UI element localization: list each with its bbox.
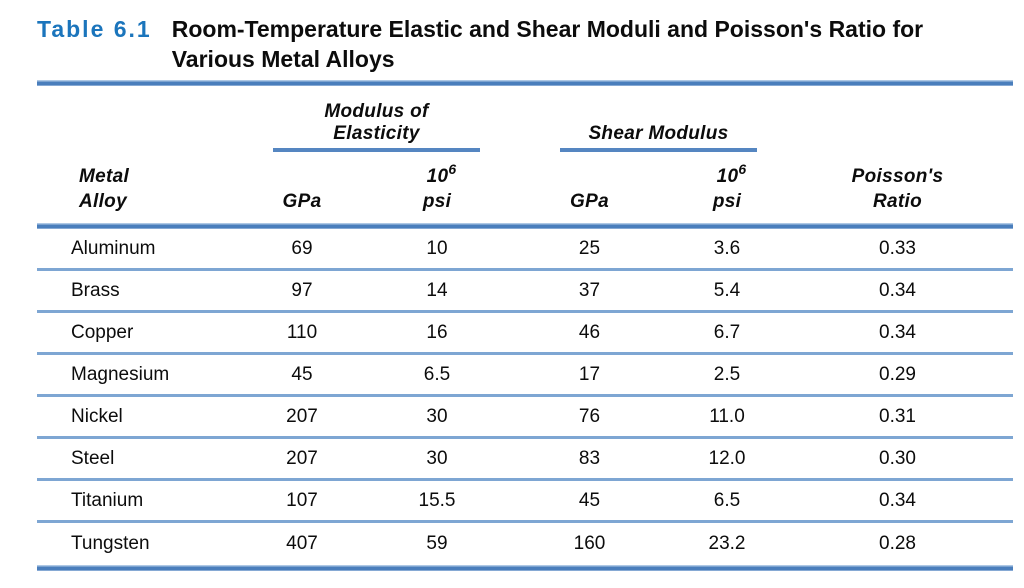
cell-shear-gpa: 37: [578, 279, 601, 301]
cell-elastic-gpa: 107: [286, 489, 318, 511]
column-header-elastic-psi: 106 psi: [367, 152, 507, 223]
group-header-spacer: [37, 92, 237, 152]
column-header-poisson: Poisson's Ratio: [782, 152, 1013, 223]
table-row: Magnesium 45 6.5 17 2.5 0.29: [37, 355, 1013, 397]
elastic-underline: Modulus of Elasticity: [273, 101, 480, 152]
elastic-psi-exp: 6: [448, 161, 457, 177]
cell-elastic-gpa: 45: [291, 363, 313, 385]
table-row: Steel 207 30 83 12.0 0.30: [37, 439, 1013, 481]
column-header-alloy: Metal Alloy: [37, 152, 237, 223]
cell-shear-psi: 12.0: [708, 447, 746, 469]
table-row: Brass 97 14 37 5.4 0.34: [37, 271, 1013, 313]
cell-alloy: Copper: [71, 321, 134, 343]
cell-poisson: 0.34: [879, 279, 916, 301]
cell-shear-psi: 23.2: [708, 533, 746, 554]
table-caption: Room-Temperature Elastic and Shear Modul…: [172, 14, 923, 74]
shear-psi-unit: 106: [672, 157, 782, 189]
elastic-header-line1: Modulus of: [324, 101, 429, 122]
cell-elastic-psi: 59: [426, 533, 448, 554]
cell-alloy: Aluminum: [71, 237, 156, 259]
table-caption-line1: Room-Temperature Elastic and Shear Modul…: [171, 16, 924, 42]
table-title: Table 6.1 Room-Temperature Elastic and S…: [37, 14, 1014, 74]
cell-shear-gpa: 46: [578, 321, 601, 343]
elastic-header-line2: Elasticity: [333, 123, 420, 144]
cell-shear-gpa: 17: [578, 363, 601, 385]
shear-psi-exp: 6: [738, 161, 747, 177]
table-body: Aluminum 69 10 25 3.6 0.33 Brass 97 14 3…: [37, 229, 1013, 565]
elastic-psi-label: psi: [422, 191, 452, 212]
alloy-header-line2: Alloy: [79, 191, 127, 212]
cell-poisson: 0.30: [879, 447, 916, 469]
cell-elastic-gpa: 69: [291, 237, 313, 259]
table-row: Copper 110 16 46 6.7 0.34: [37, 313, 1013, 355]
column-header-shear-gpa: GPa: [507, 152, 672, 223]
cell-shear-gpa: 160: [573, 533, 606, 554]
elastic-psi-base: 10: [426, 166, 449, 187]
cell-elastic-psi: 30: [426, 447, 448, 469]
cell-poisson: 0.31: [879, 405, 916, 427]
shear-underline: Shear Modulus: [560, 123, 757, 152]
cell-elastic-psi: 6.5: [423, 363, 451, 385]
group-header-row: Modulus of Elasticity Shear Modulus: [37, 86, 1013, 152]
cell-shear-gpa: 76: [578, 405, 601, 427]
column-header-elastic-gpa: GPa: [237, 152, 367, 223]
table-row: Nickel 207 30 76 11.0 0.31: [37, 397, 1013, 439]
cell-elastic-gpa: 407: [286, 533, 318, 554]
cell-poisson: 0.29: [879, 363, 916, 385]
cell-elastic-gpa: 207: [286, 405, 318, 427]
poisson-header-line1: Poisson's: [851, 166, 944, 187]
elastic-gpa-label: GPa: [282, 191, 322, 212]
cell-elastic-psi: 16: [426, 321, 448, 343]
cell-elastic-psi: 15.5: [418, 489, 456, 511]
cell-alloy: Titanium: [71, 489, 144, 511]
table-row: Aluminum 69 10 25 3.6 0.33: [37, 229, 1013, 271]
elastic-psi-unit: 106: [367, 157, 507, 189]
cell-elastic-gpa: 97: [291, 279, 313, 301]
data-table: Modulus of Elasticity Shear Modulus Meta…: [37, 80, 1013, 571]
column-header-shear-psi: 106 psi: [672, 152, 782, 223]
group-header-elastic: Modulus of Elasticity: [237, 92, 507, 152]
cell-shear-psi: 6.7: [713, 321, 741, 343]
cell-elastic-psi: 14: [426, 279, 448, 301]
cell-elastic-gpa: 207: [286, 447, 318, 469]
cell-shear-gpa: 25: [578, 237, 601, 259]
group-header-shear: Shear Modulus: [507, 92, 782, 152]
cell-elastic-psi: 10: [426, 237, 448, 259]
shear-header-label: Shear Modulus: [588, 123, 729, 144]
bottom-rule: [37, 565, 1013, 571]
cell-poisson: 0.34: [879, 489, 916, 511]
table-row: Titanium 107 15.5 45 6.5 0.34: [37, 481, 1013, 523]
cell-shear-gpa: 45: [578, 489, 601, 511]
cell-alloy: Nickel: [71, 405, 123, 427]
shear-gpa-label: GPa: [570, 191, 609, 212]
cell-shear-gpa: 83: [578, 447, 601, 469]
alloy-header-line1: Metal: [79, 166, 130, 187]
cell-shear-psi: 5.4: [713, 279, 741, 301]
cell-elastic-psi: 30: [426, 405, 448, 427]
table-row: Tungsten 407 59 160 23.2 0.28: [37, 523, 1013, 565]
cell-alloy: Brass: [71, 279, 120, 301]
cell-shear-psi: 11.0: [709, 405, 745, 427]
shear-psi-base: 10: [716, 166, 739, 187]
table-caption-line2: Various Metal Alloys: [171, 46, 395, 72]
poisson-header-line2: Ratio: [873, 191, 922, 212]
cell-alloy: Magnesium: [71, 363, 170, 385]
header-rule: [37, 223, 1013, 229]
table-number-label: Table 6.1: [37, 16, 152, 42]
top-rule: [37, 80, 1013, 86]
shear-psi-label: psi: [712, 191, 742, 212]
cell-alloy: Steel: [71, 447, 115, 469]
cell-elastic-gpa: 110: [286, 321, 318, 343]
cell-poisson: 0.33: [879, 237, 916, 259]
cell-shear-psi: 6.5: [713, 489, 741, 511]
group-header-spacer-right: [782, 92, 1013, 152]
cell-shear-psi: 2.5: [713, 363, 741, 385]
column-header-row: Metal Alloy GPa 106 psi GPa 106 psi Pois…: [37, 152, 1013, 223]
cell-alloy: Tungsten: [71, 533, 150, 554]
cell-poisson: 0.34: [879, 321, 916, 343]
cell-poisson: 0.28: [879, 533, 916, 554]
cell-shear-psi: 3.6: [713, 237, 741, 259]
